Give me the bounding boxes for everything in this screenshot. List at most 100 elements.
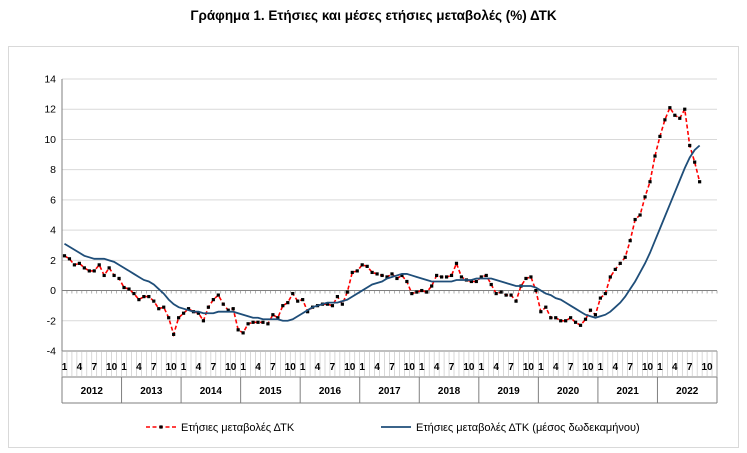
series-marker	[206, 305, 210, 309]
series-marker	[256, 320, 260, 324]
series-marker	[494, 291, 498, 296]
series-marker	[152, 299, 156, 303]
month-tick-label: 10	[404, 362, 416, 373]
year-tick-label: 2019	[497, 386, 520, 397]
month-tick-label: 1	[62, 362, 68, 373]
series-marker	[355, 269, 359, 273]
series-marker	[444, 275, 449, 279]
month-tick-label: 4	[315, 362, 321, 373]
series-marker	[643, 195, 647, 199]
series-marker	[157, 307, 161, 311]
year-tick-label: 2014	[200, 386, 223, 397]
series-marker	[286, 301, 290, 305]
series-marker	[147, 295, 151, 299]
month-tick-label: 7	[151, 362, 157, 373]
series-marker	[82, 266, 86, 270]
y-tick-label: -2	[47, 315, 56, 327]
series-marker	[360, 263, 364, 267]
series-marker	[221, 302, 225, 306]
series-marker	[97, 263, 101, 267]
series-marker	[405, 279, 409, 284]
series-marker	[688, 143, 692, 148]
series-marker	[102, 273, 106, 278]
series-marker	[698, 180, 702, 184]
series-marker	[375, 272, 379, 276]
series-marker	[172, 332, 176, 336]
series-marker	[365, 264, 369, 268]
month-tick-label: 1	[419, 362, 425, 373]
y-tick-label: 14	[44, 74, 56, 86]
series-marker	[122, 285, 126, 290]
series-marker	[112, 273, 116, 278]
y-tick-label: 2	[50, 255, 56, 267]
month-tick-label: 4	[493, 362, 499, 373]
series-marker	[554, 316, 558, 320]
y-tick-label: -4	[47, 346, 56, 358]
series-marker	[559, 319, 563, 323]
month-tick-label: 1	[121, 362, 127, 373]
month-tick-label: 10	[523, 362, 535, 373]
series-marker	[162, 305, 166, 309]
month-tick-label: 7	[211, 362, 217, 373]
series-marker	[534, 288, 538, 293]
series-marker	[370, 270, 374, 275]
y-tick-label: 0	[50, 285, 56, 297]
month-tick-label: 7	[568, 362, 574, 373]
series-marker	[266, 322, 270, 326]
series-marker	[484, 273, 488, 278]
series-marker	[569, 316, 573, 320]
month-tick-label: 4	[672, 362, 678, 373]
month-tick-label: 1	[657, 362, 663, 373]
y-tick-label: 8	[50, 164, 56, 176]
month-tick-label: 4	[374, 362, 380, 373]
series-marker	[67, 257, 72, 261]
series-marker	[400, 273, 404, 278]
series-marker	[673, 113, 677, 117]
month-tick-label: 4	[434, 362, 440, 373]
month-tick-label: 10	[702, 362, 714, 373]
month-tick-label: 10	[285, 362, 297, 373]
series-marker	[296, 299, 300, 303]
series-marker	[107, 266, 111, 270]
series-marker	[573, 320, 578, 324]
series-marker	[231, 307, 235, 311]
month-tick-label: 4	[196, 362, 202, 373]
series-marker	[658, 134, 662, 139]
series-marker	[678, 116, 682, 120]
month-tick-label: 1	[240, 362, 246, 373]
month-tick-label: 10	[106, 362, 118, 373]
series-marker	[618, 261, 622, 265]
y-tick-label: 10	[44, 134, 56, 146]
month-tick-label: 7	[627, 362, 633, 373]
series-marker	[663, 118, 667, 122]
series-marker	[226, 308, 230, 312]
series-marker	[509, 293, 513, 297]
month-tick-label: 7	[389, 362, 395, 373]
month-tick-label: 1	[300, 362, 306, 373]
chart-title: Γράφημα 1. Ετήσιες και μέσες ετήσιες μετ…	[190, 8, 557, 23]
series-marker	[683, 107, 687, 111]
month-tick-label: 7	[449, 362, 455, 373]
series-marker	[415, 290, 419, 294]
series-marker	[281, 304, 285, 308]
year-tick-label: 2018	[438, 386, 461, 397]
series-marker	[474, 279, 478, 284]
month-tick-label: 1	[359, 362, 365, 373]
series-marker	[648, 180, 652, 184]
year-tick-label: 2016	[319, 386, 342, 397]
series-marker	[271, 313, 275, 317]
series-marker	[201, 319, 206, 323]
month-tick-label: 10	[166, 362, 178, 373]
series-marker	[216, 293, 220, 297]
series-marker	[613, 267, 617, 271]
series-marker	[167, 316, 171, 320]
month-tick-label: 1	[479, 362, 485, 373]
chart-frame	[8, 46, 739, 448]
month-tick-label: 10	[463, 362, 475, 373]
series-marker	[653, 154, 657, 158]
month-tick-label: 1	[538, 362, 544, 373]
month-tick-label: 4	[553, 362, 559, 373]
series-marker	[608, 275, 612, 279]
series-marker	[430, 284, 434, 288]
